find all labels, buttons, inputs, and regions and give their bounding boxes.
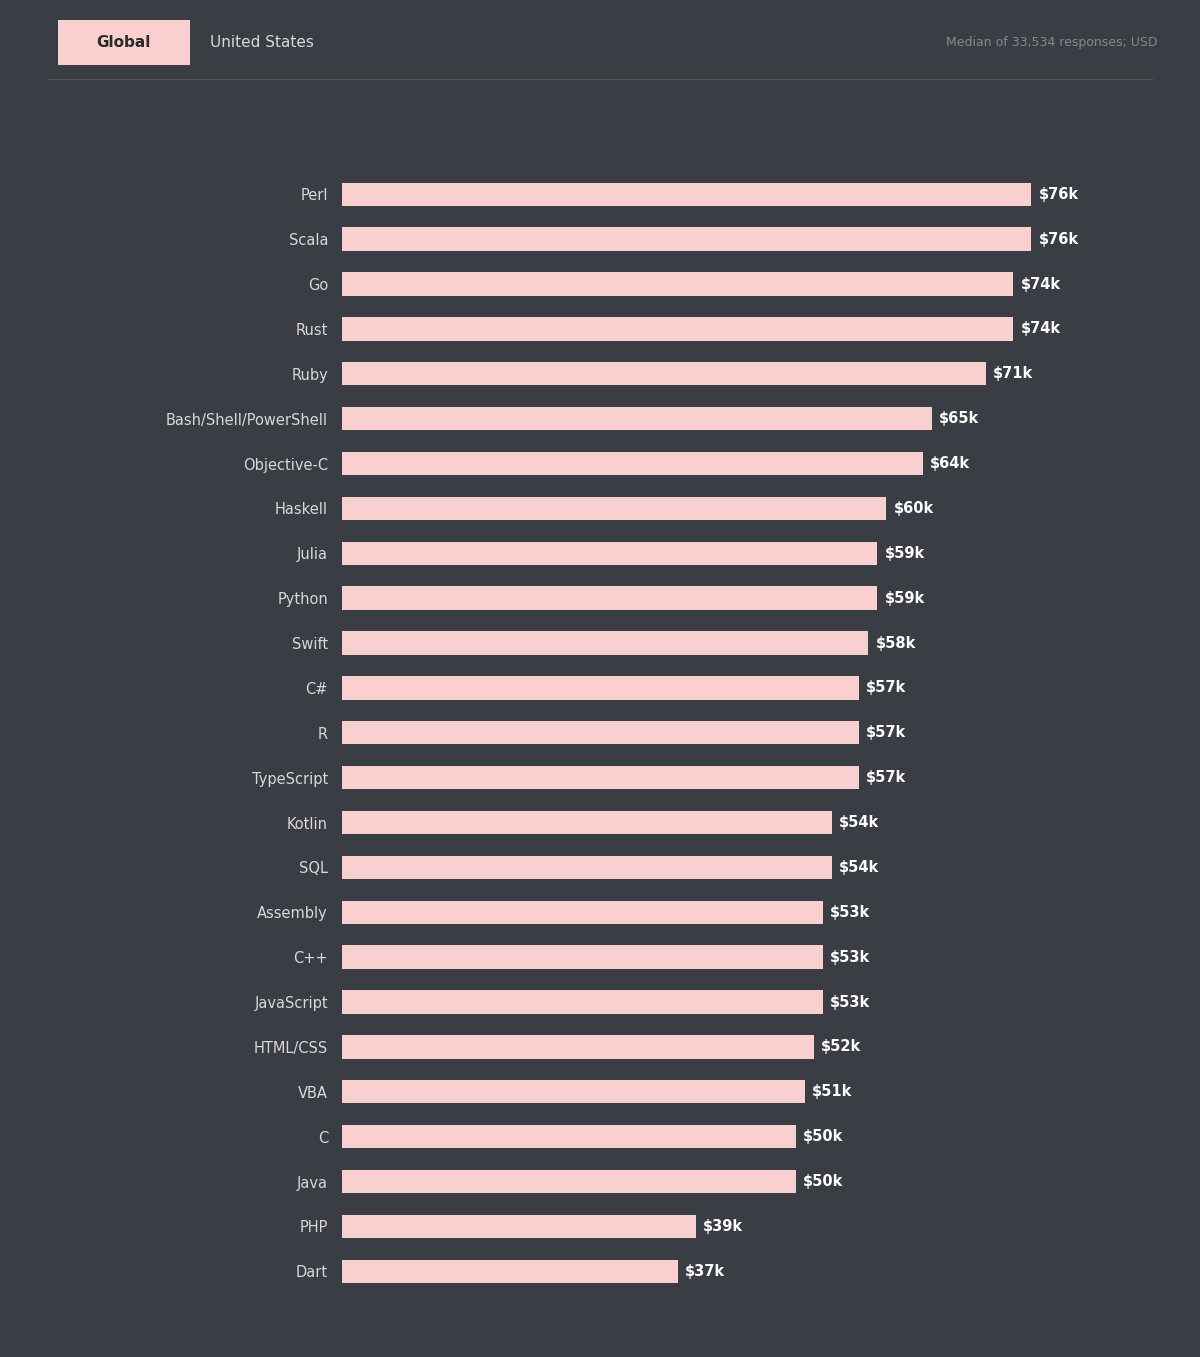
Bar bbox=[342, 1259, 678, 1282]
Text: $60k: $60k bbox=[894, 501, 934, 516]
Text: $76k: $76k bbox=[1039, 187, 1079, 202]
Bar bbox=[342, 1080, 805, 1103]
Text: $59k: $59k bbox=[884, 590, 925, 605]
Text: $74k: $74k bbox=[1020, 322, 1061, 337]
Bar bbox=[342, 856, 832, 879]
Text: $54k: $54k bbox=[839, 860, 880, 875]
Text: $53k: $53k bbox=[830, 995, 870, 1010]
Bar bbox=[342, 946, 823, 969]
Text: $50k: $50k bbox=[803, 1174, 844, 1189]
Bar bbox=[342, 183, 1032, 206]
Text: $59k: $59k bbox=[884, 546, 925, 560]
Text: United States: United States bbox=[210, 35, 314, 50]
Text: $54k: $54k bbox=[839, 816, 880, 830]
Text: $65k: $65k bbox=[938, 411, 979, 426]
Text: Median of 33,534 responses; USD: Median of 33,534 responses; USD bbox=[947, 37, 1158, 49]
Bar bbox=[342, 811, 832, 835]
Text: $52k: $52k bbox=[821, 1039, 862, 1054]
Bar bbox=[342, 1125, 796, 1148]
Text: $76k: $76k bbox=[1039, 232, 1079, 247]
Bar bbox=[342, 901, 823, 924]
Text: $74k: $74k bbox=[1020, 277, 1061, 292]
Text: $57k: $57k bbox=[866, 725, 906, 741]
Bar bbox=[342, 497, 887, 520]
Text: $57k: $57k bbox=[866, 680, 906, 695]
Bar bbox=[342, 676, 859, 700]
Text: $57k: $57k bbox=[866, 771, 906, 786]
Bar bbox=[342, 273, 1013, 296]
Text: $64k: $64k bbox=[930, 456, 970, 471]
Bar bbox=[342, 991, 823, 1014]
Bar bbox=[342, 407, 931, 430]
Text: Global: Global bbox=[96, 35, 151, 50]
Bar bbox=[342, 1035, 814, 1058]
Bar bbox=[342, 228, 1032, 251]
Text: $53k: $53k bbox=[830, 950, 870, 965]
Text: $37k: $37k bbox=[685, 1263, 725, 1278]
Bar bbox=[342, 1170, 796, 1193]
Bar bbox=[342, 452, 923, 475]
Text: $58k: $58k bbox=[875, 635, 916, 650]
Text: $53k: $53k bbox=[830, 905, 870, 920]
Bar bbox=[342, 586, 877, 609]
Text: $50k: $50k bbox=[803, 1129, 844, 1144]
Bar bbox=[342, 541, 877, 565]
Text: $39k: $39k bbox=[703, 1219, 743, 1234]
Bar bbox=[342, 318, 1013, 341]
Text: $71k: $71k bbox=[994, 366, 1033, 381]
Bar bbox=[342, 765, 859, 790]
Bar bbox=[342, 1215, 696, 1238]
Bar bbox=[342, 631, 868, 654]
Text: $51k: $51k bbox=[812, 1084, 852, 1099]
Bar bbox=[342, 721, 859, 745]
Bar bbox=[342, 362, 986, 385]
